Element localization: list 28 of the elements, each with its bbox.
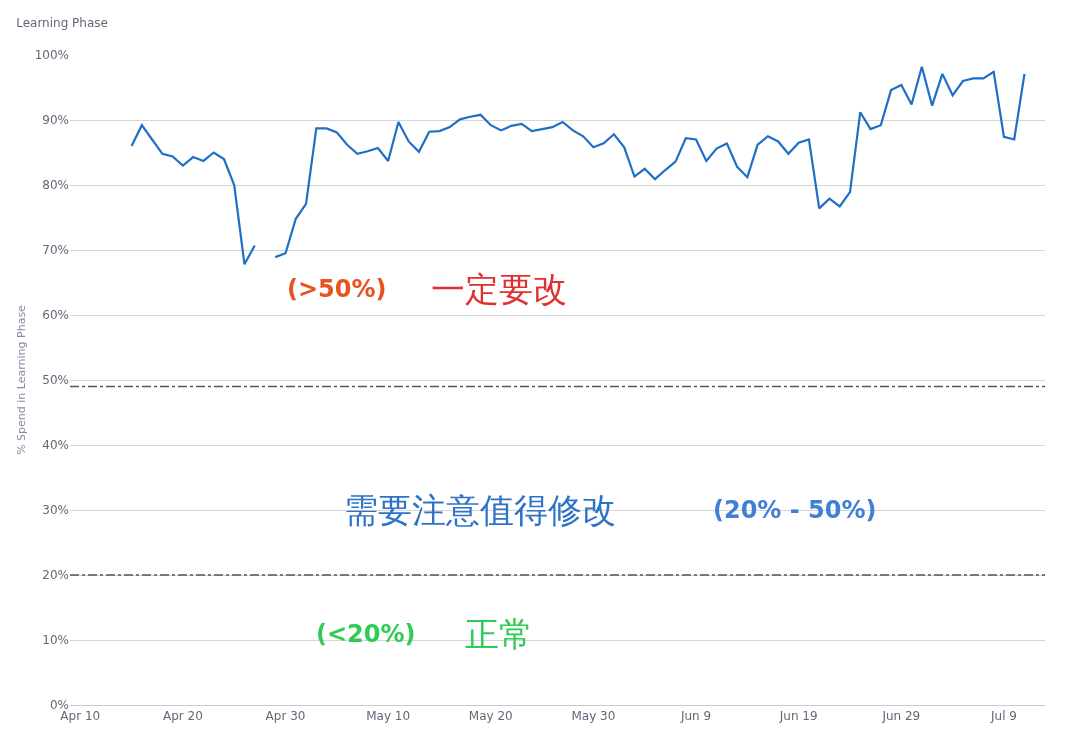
y-tick-label: 100%: [34, 48, 69, 63]
annotation: 正常: [465, 614, 533, 654]
x-tick-label: Apr 30: [265, 709, 306, 724]
x-tick-label: May 20: [468, 709, 513, 724]
y-tick-label: 90%: [42, 113, 69, 128]
x-tick-label: Apr 10: [60, 709, 101, 724]
x-tick-label: Apr 20: [162, 709, 203, 724]
y-tick-label: 80%: [42, 178, 69, 193]
y-tick-label: 20%: [42, 568, 69, 583]
y-axis-title: % Spend in Learning Phase: [15, 304, 29, 455]
y-tick-label: 60%: [42, 308, 69, 323]
x-tick-label: May 10: [366, 709, 411, 724]
x-tick-label: Jun 9: [679, 709, 712, 724]
y-tick-label: 30%: [42, 503, 69, 518]
y-tick-label: 10%: [42, 633, 69, 648]
chart-title: Learning Phase: [16, 16, 108, 31]
annotation: 需要注意值得修改: [344, 490, 616, 530]
x-tick-label: Jun 19: [778, 709, 818, 724]
annotation: (>50%): [287, 275, 387, 303]
annotation: 一定要改: [431, 269, 567, 309]
x-tick-label: Jul 9: [989, 709, 1017, 724]
y-tick-label: 70%: [42, 243, 69, 258]
annotation: (<20%): [316, 620, 416, 648]
x-tick-label: Jun 29: [881, 709, 921, 724]
y-tick-label: 40%: [42, 438, 69, 453]
x-tick-label: May 30: [571, 709, 616, 724]
y-tick-label: 50%: [42, 373, 69, 388]
annotation: (20% - 50%): [713, 496, 877, 524]
